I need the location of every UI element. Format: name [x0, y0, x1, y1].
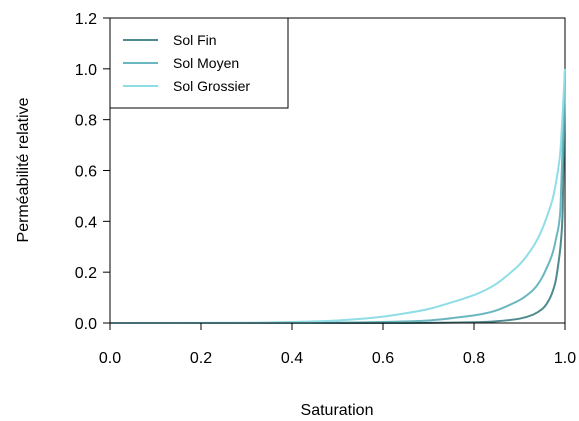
legend: Sol Fin Sol Moyen Sol Grossier [109, 17, 289, 109]
x-axis: 0.0 0.2 0.4 0.6 0.8 1.0 [99, 322, 576, 367]
legend-label: Sol Fin [173, 32, 217, 48]
y-tick-label: 0.8 [75, 113, 97, 130]
x-tick-label: 1.0 [554, 350, 576, 367]
legend-items: Sol Fin Sol Moyen Sol Grossier [123, 32, 250, 94]
legend-label: Sol Grossier [173, 78, 250, 94]
x-tick-label: 0.6 [372, 350, 394, 367]
y-tick-label: 0.2 [75, 265, 97, 282]
x-axis-title: Saturation [301, 402, 374, 419]
y-axis: 0.0 0.2 0.4 0.6 0.8 1.0 1.2 [75, 11, 111, 333]
x-tick-label: 0.0 [99, 350, 121, 367]
y-tick-label: 0.6 [75, 164, 97, 181]
x-tick-label: 0.8 [463, 350, 485, 367]
y-tick-label: 0.0 [75, 316, 97, 333]
y-tick-label: 0.4 [75, 214, 97, 231]
y-tick-label: 1.0 [75, 62, 97, 79]
y-tick-label: 1.2 [75, 11, 97, 28]
x-tick-label: 0.2 [190, 350, 212, 367]
legend-label: Sol Moyen [173, 55, 239, 71]
x-tick-label: 0.4 [281, 350, 303, 367]
y-axis-title: Perméabilité relative [15, 97, 32, 242]
series-line-3 [109, 68, 566, 324]
